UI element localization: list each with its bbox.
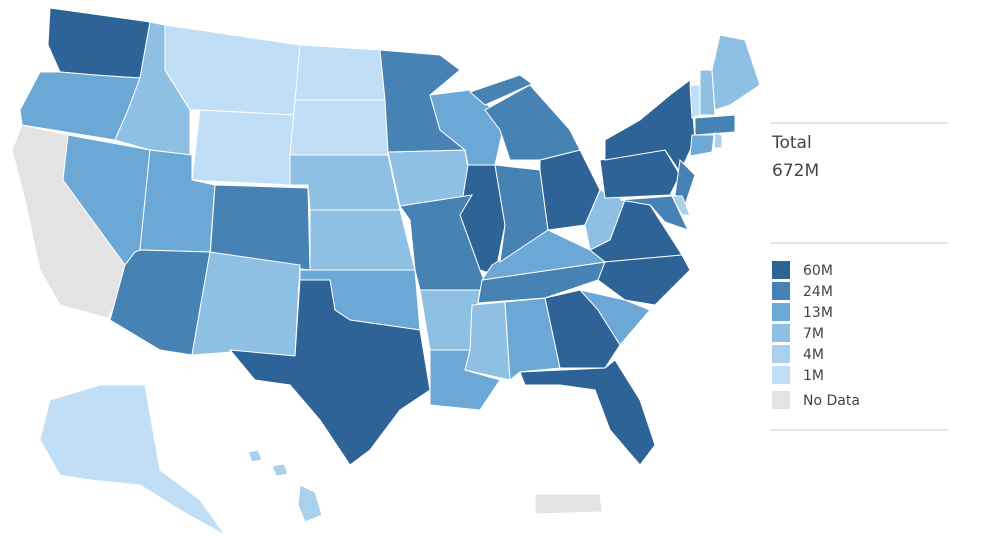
legend-swatch[interactable]	[772, 324, 790, 342]
legend-swatch[interactable]	[772, 261, 790, 279]
state[interactable]	[297, 484, 323, 523]
state[interactable]	[534, 493, 603, 515]
state[interactable]	[47, 7, 151, 79]
legend-label[interactable]: 7M	[803, 326, 824, 342]
state[interactable]	[294, 44, 386, 101]
state[interactable]	[271, 463, 289, 477]
legend-label[interactable]: 4M	[803, 347, 824, 363]
state[interactable]	[619, 195, 689, 231]
state[interactable]	[464, 301, 511, 381]
state[interactable]	[519, 359, 656, 466]
state[interactable]	[228, 279, 431, 466]
state[interactable]	[469, 74, 533, 106]
legend-label[interactable]: 1M	[803, 368, 824, 384]
state[interactable]	[689, 84, 701, 119]
legend-swatch[interactable]	[772, 366, 790, 384]
legend-label[interactable]: No Data	[803, 393, 860, 409]
state[interactable]	[671, 195, 691, 216]
legend-swatch[interactable]	[772, 345, 790, 363]
state[interactable]	[191, 251, 301, 357]
state[interactable]	[699, 69, 716, 116]
state[interactable]	[689, 134, 715, 157]
state[interactable]	[191, 109, 296, 186]
state[interactable]	[494, 164, 549, 264]
state[interactable]	[713, 132, 723, 149]
state[interactable]	[484, 84, 581, 161]
states	[11, 7, 761, 536]
state[interactable]	[39, 384, 226, 536]
legend-label[interactable]: 24M	[803, 284, 833, 300]
total-label: Total	[771, 133, 812, 153]
legend-swatch[interactable]	[772, 282, 790, 300]
state[interactable]	[544, 289, 621, 369]
legend-label[interactable]: 60M	[803, 263, 833, 279]
legend-swatch[interactable]	[772, 303, 790, 321]
state[interactable]	[711, 34, 761, 111]
total-value: 672M	[772, 161, 819, 181]
legend: 60M 24M 13M 7M 4M 1M No Data	[772, 261, 860, 409]
state[interactable]	[164, 24, 301, 116]
state[interactable]	[247, 449, 263, 463]
state[interactable]	[309, 209, 416, 271]
state[interactable]	[694, 114, 736, 136]
state[interactable]	[289, 99, 389, 156]
legend-label[interactable]: 13M	[803, 305, 833, 321]
legend-swatch[interactable]	[772, 391, 790, 409]
